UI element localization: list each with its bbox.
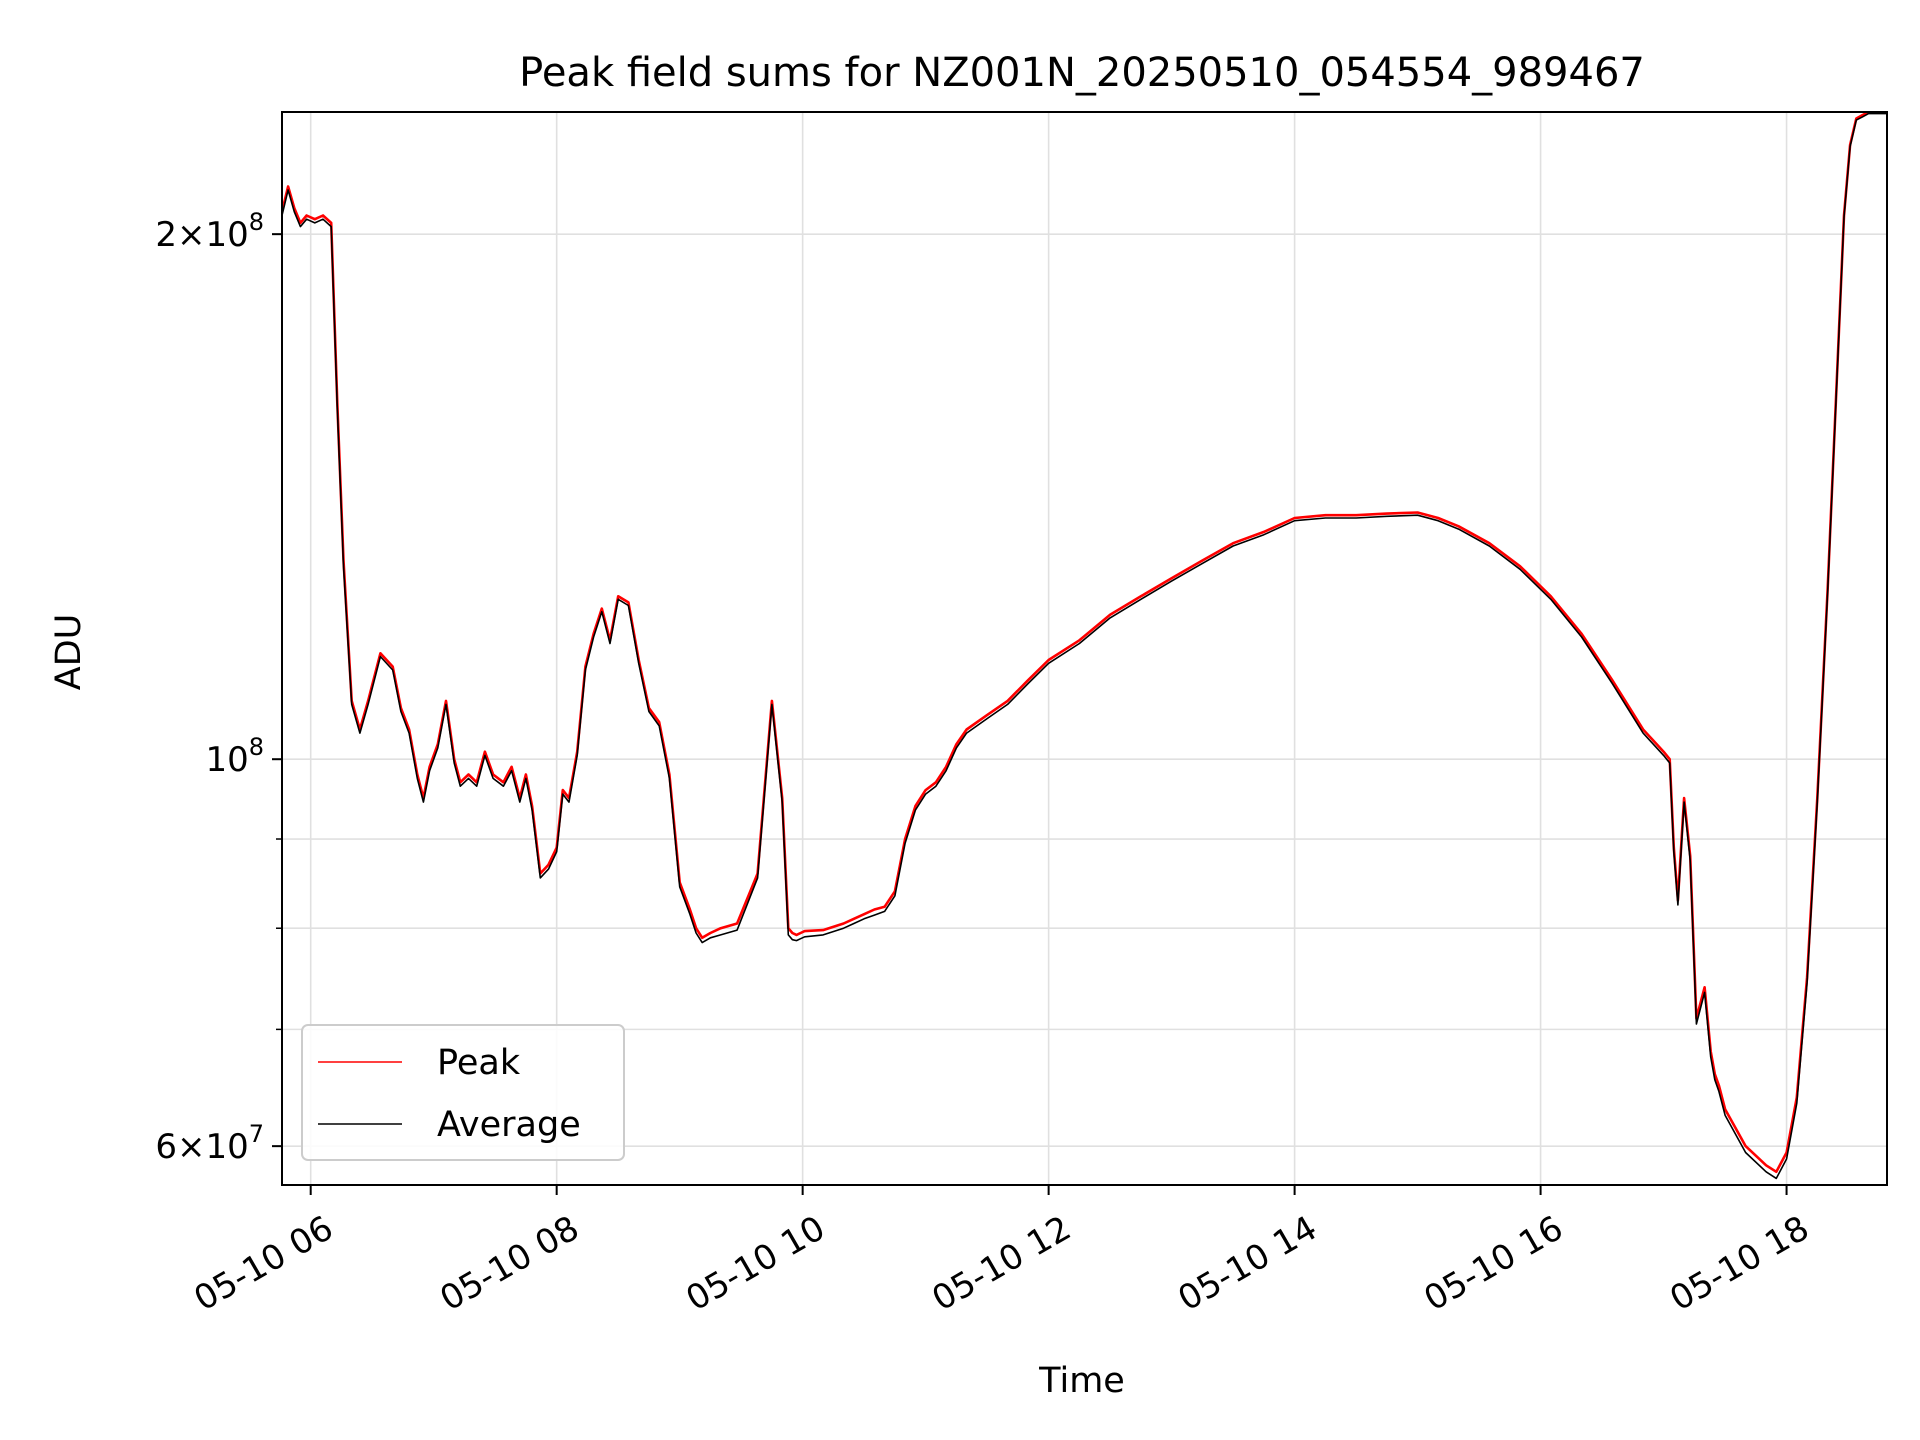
chart-title: Peak field sums for NZ001N_20250510_0545… xyxy=(519,50,1645,96)
y-tick-label: 2×108 xyxy=(155,208,264,255)
legend-label-peak: Peak xyxy=(437,1043,521,1083)
y-tick-times: ×10 xyxy=(177,215,249,255)
series-line-average xyxy=(282,112,1887,1180)
series-layer xyxy=(282,112,1887,1180)
y-tick-exponent: 7 xyxy=(249,1120,264,1148)
y-tick-label: 6×107 xyxy=(155,1120,264,1167)
legend-box xyxy=(301,1024,625,1161)
y-tick-exponent: 8 xyxy=(249,733,264,761)
y-tick-times: ×10 xyxy=(177,1127,249,1167)
y-axis-label: ADU xyxy=(49,614,89,691)
x-axis-label: Time xyxy=(1038,1361,1125,1401)
y-tick-base: 10 xyxy=(205,740,248,780)
y-tick-label: 108 xyxy=(205,733,264,780)
legend-label-average: Average xyxy=(437,1105,581,1145)
y-tick-mantissa: 2 xyxy=(155,215,177,255)
y-tick-exponent: 8 xyxy=(249,208,264,236)
plot-frame xyxy=(281,111,1888,1186)
y-tick-mantissa: 6 xyxy=(155,1127,177,1167)
legend: Peak Average xyxy=(301,1024,625,1161)
